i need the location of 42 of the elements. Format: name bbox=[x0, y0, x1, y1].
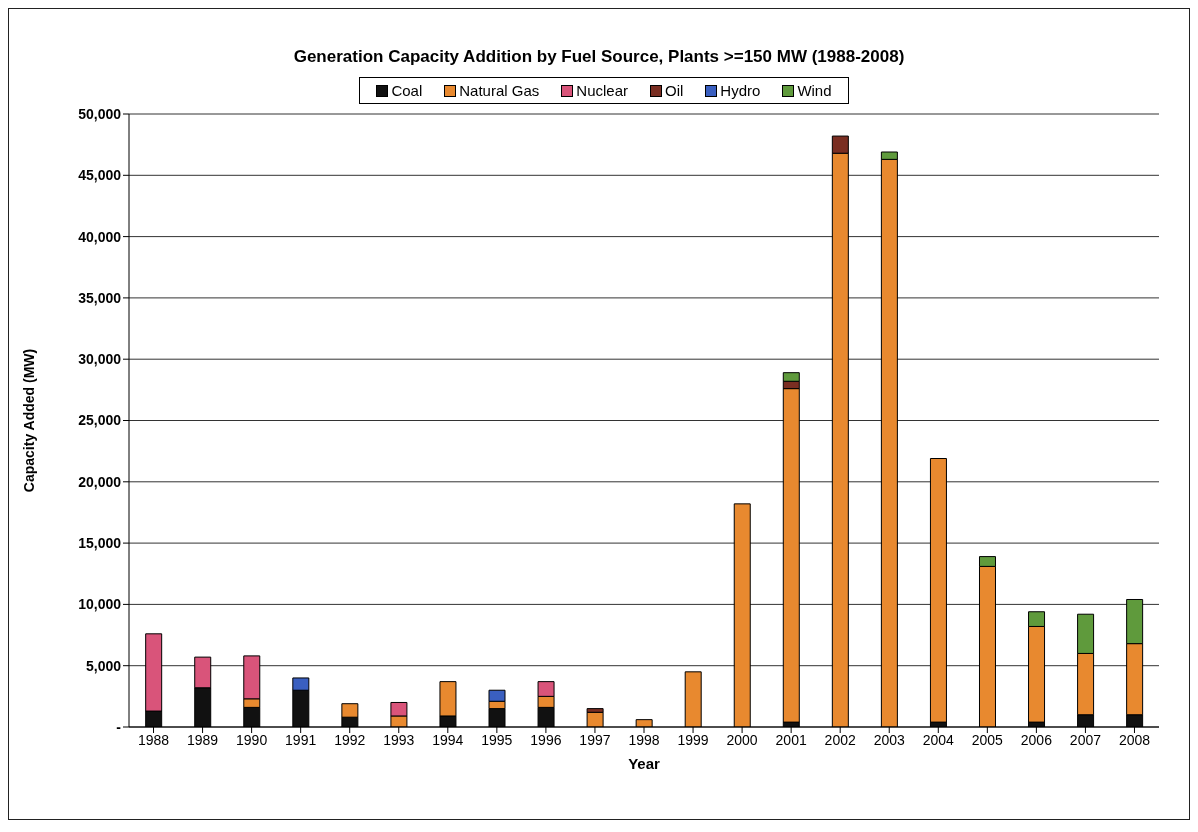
y-tick-label: 35,000 bbox=[78, 289, 122, 306]
x-tick-label: 1999 bbox=[677, 731, 709, 748]
y-tick-label: 30,000 bbox=[78, 351, 122, 368]
legend-label: Coal bbox=[390, 82, 423, 99]
legend-label: Wind bbox=[796, 82, 832, 99]
x-tick-label: 2008 bbox=[1118, 731, 1151, 748]
y-tick-label: 10,000 bbox=[78, 596, 122, 613]
legend-label: Hydro bbox=[719, 82, 761, 99]
y-tick-label: 15,000 bbox=[78, 535, 122, 552]
x-tick-label: 1990 bbox=[236, 731, 268, 748]
y-tick-label: 20,000 bbox=[78, 473, 122, 490]
x-tick-label: 1989 bbox=[186, 731, 219, 748]
x-tick-label: 1998 bbox=[628, 731, 660, 748]
x-tick-label: 2004 bbox=[922, 731, 955, 748]
chart-title: Generation Capacity Addition by Fuel Source, Plants >=150 MW (1988-2008) bbox=[292, 46, 906, 68]
x-tick-label: 2000 bbox=[726, 731, 758, 748]
y-tick-label: 5,000 bbox=[85, 657, 122, 674]
legend-label: Natural Gas bbox=[458, 82, 540, 99]
legend-label: Oil bbox=[664, 82, 684, 99]
x-tick-label: 1997 bbox=[579, 731, 611, 748]
x-tick-label: 1993 bbox=[383, 731, 415, 748]
y-tick-label: 45,000 bbox=[78, 167, 122, 184]
x-tick-label: 2005 bbox=[971, 731, 1004, 748]
x-tick-label: 2003 bbox=[873, 731, 906, 748]
x-tick-label: 1991 bbox=[285, 731, 317, 748]
x-tick-label: 2001 bbox=[775, 731, 807, 748]
y-tick-label: 40,000 bbox=[78, 228, 122, 245]
x-tick-label: 1992 bbox=[334, 731, 366, 748]
y-tick-label: 25,000 bbox=[78, 412, 122, 429]
x-tick-label: 1996 bbox=[530, 731, 562, 748]
y-tick-label: - bbox=[116, 718, 122, 735]
y-tick-label: 50,000 bbox=[78, 105, 122, 122]
x-tick-label: 1994 bbox=[432, 731, 464, 748]
legend-label: Nuclear bbox=[575, 82, 629, 99]
bar bbox=[929, 458, 947, 723]
x-tick-label: 2007 bbox=[1069, 731, 1102, 748]
x-tick-label: 2006 bbox=[1020, 731, 1053, 748]
x-tick-label: 1988 bbox=[137, 731, 170, 748]
x-tick-label: 1995 bbox=[481, 731, 513, 748]
x-axis-title: Year bbox=[628, 755, 661, 772]
x-tick-label: 2002 bbox=[824, 731, 856, 748]
y-axis-title: Capacity Added (MW) bbox=[20, 348, 37, 493]
